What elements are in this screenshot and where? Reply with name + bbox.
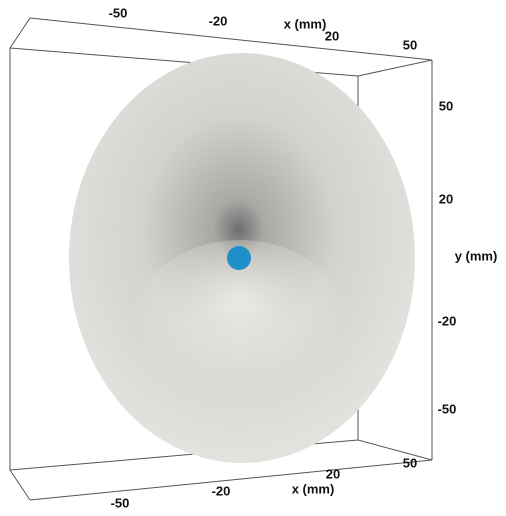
dish-highlight — [130, 240, 350, 420]
x-axis-label: x (mm) — [292, 481, 335, 496]
x-axis-label: x (mm) — [284, 16, 327, 31]
x-tick-label: 20 — [325, 28, 339, 43]
x-tick-label: -50 — [109, 5, 128, 20]
x-tick-label: 20 — [326, 466, 340, 481]
x-tick-label: -20 — [209, 13, 228, 28]
x-tick-label: -50 — [111, 495, 130, 510]
y-tick-label: -50 — [438, 401, 457, 416]
y-tick-label: 50 — [439, 98, 453, 113]
y-tick-label: -20 — [438, 313, 457, 328]
x-tick-label: 50 — [403, 37, 417, 52]
y-axis-label: y (mm) — [455, 248, 498, 263]
x-tick-label: -20 — [212, 483, 231, 498]
y-tick-label: 20 — [439, 191, 453, 206]
x-tick-label: 50 — [403, 455, 417, 470]
focus-object — [227, 246, 251, 270]
